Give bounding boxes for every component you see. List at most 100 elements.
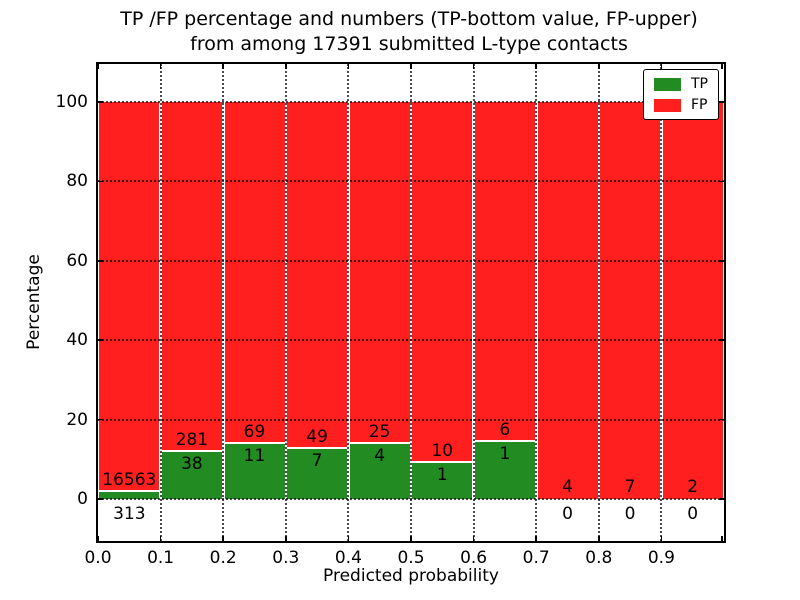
x-tick-mark <box>222 536 224 541</box>
legend-item-fp: FP <box>654 98 708 112</box>
tp-count-label: 1 <box>436 464 448 485</box>
x-tick-mark <box>410 536 412 541</box>
x-tick-mark <box>660 536 663 541</box>
bar-segment-fp <box>600 102 661 499</box>
y-tick-label: 80 <box>66 171 88 192</box>
legend-label-tp: TP <box>691 76 708 92</box>
fp-count-label: 281 <box>175 429 209 450</box>
x-tick-mark <box>721 536 723 541</box>
bar-segment-tp <box>474 442 535 499</box>
gridline-vertical <box>660 64 663 541</box>
x-tick-label: 0.7 <box>522 548 550 568</box>
y-tick-label: 40 <box>66 330 88 351</box>
gridline-vertical <box>159 64 162 541</box>
y-tick-mark <box>98 260 103 262</box>
bar-segment-fp <box>412 102 473 461</box>
y-tick-mark <box>98 339 103 341</box>
legend-item-tp: TP <box>654 77 708 91</box>
x-tick-label: 0.2 <box>209 548 237 568</box>
x-axis-label: Predicted probability <box>323 566 499 586</box>
gridline-vertical <box>347 64 350 541</box>
bar-segment-fp <box>287 102 348 448</box>
x-tick-mark <box>660 64 663 69</box>
tp-count-label: 7 <box>311 451 323 472</box>
fp-count-label: 25 <box>368 422 391 443</box>
x-tick-mark <box>472 536 475 541</box>
x-tick-label: 0.0 <box>84 548 112 568</box>
y-tick-mark <box>98 180 103 183</box>
fp-count-label: 49 <box>306 427 328 448</box>
x-tick-label: 0.4 <box>334 548 362 568</box>
y-tick-label: 60 <box>66 250 88 271</box>
x-tick-mark <box>222 64 224 69</box>
x-tick-mark <box>159 64 162 69</box>
x-tick-mark <box>159 536 162 541</box>
x-tick-mark <box>472 64 475 69</box>
y-tick-mark <box>719 418 724 421</box>
y-tick-mark <box>719 498 724 500</box>
fp-count-label: 2 <box>687 477 699 497</box>
y-tick-mark <box>98 418 103 421</box>
fp-count-label: 10 <box>431 440 454 461</box>
tp-count-label: 4 <box>374 446 386 467</box>
x-tick-mark <box>347 536 350 541</box>
tp-count-label: 0 <box>562 504 573 524</box>
x-tick-mark <box>598 64 600 69</box>
tp-count-label: 1 <box>499 444 511 465</box>
gridline-vertical <box>535 64 538 541</box>
x-tick-mark <box>285 536 287 541</box>
bar-segment-fp <box>474 102 535 441</box>
bar-segment-fp <box>349 102 410 443</box>
x-tick-mark <box>97 536 99 541</box>
x-tick-label: 0.1 <box>147 548 175 568</box>
fp-count-label: 69 <box>243 422 266 443</box>
tp-color-swatch <box>654 77 681 91</box>
bar-segment-fp <box>224 102 285 443</box>
bar-segment-fp <box>537 102 598 499</box>
chart-title-line2: from among 17391 submitted L-type contac… <box>190 33 628 56</box>
x-tick-mark <box>598 536 600 541</box>
x-tick-label: 0.6 <box>460 548 488 568</box>
bar-segment-fp <box>662 102 723 499</box>
x-tick-mark <box>347 64 350 69</box>
bar-segment-tp <box>99 491 160 499</box>
x-tick-mark <box>535 536 537 541</box>
fp-color-swatch <box>654 98 681 112</box>
legend: TP FP <box>643 69 719 120</box>
y-tick-mark <box>719 180 724 183</box>
x-tick-mark <box>721 64 723 69</box>
x-tick-label: 0.8 <box>585 548 613 568</box>
fp-count-label: 4 <box>562 477 573 497</box>
y-tick-mark <box>719 101 724 103</box>
chart-title-line1: TP /FP percentage and numbers (TP-bottom… <box>120 8 698 30</box>
tp-count-label: 11 <box>243 446 266 467</box>
x-tick-mark <box>410 64 412 69</box>
y-tick-label: 100 <box>55 92 88 112</box>
fp-count-label: 6 <box>499 420 511 441</box>
chart-title: TP /FP percentage and numbers (TP-bottom… <box>96 7 722 57</box>
tp-count-label: 0 <box>624 504 636 524</box>
bar-segment-fp <box>161 102 222 450</box>
tp-count-label: 0 <box>687 504 699 524</box>
x-tick-mark <box>535 64 537 69</box>
x-tick-mark <box>97 64 99 69</box>
bar-segment-tp <box>161 451 222 499</box>
gridline-vertical <box>222 64 225 541</box>
y-tick-mark <box>98 498 103 500</box>
legend-label-fp: FP <box>691 97 708 113</box>
y-tick-mark <box>719 339 724 341</box>
x-tick-mark <box>285 64 287 69</box>
y-tick-mark <box>98 101 103 103</box>
bar-segment-tp <box>287 449 348 499</box>
bar-segment-tp <box>412 462 473 499</box>
x-tick-label: 0.9 <box>647 548 675 568</box>
y-tick-label: 20 <box>66 409 88 430</box>
gridline-vertical <box>597 64 600 541</box>
bar-segment-tp <box>349 444 410 499</box>
tp-count-label: 38 <box>181 453 203 474</box>
x-tick-label: 0.5 <box>397 548 425 568</box>
x-tick-label: 0.3 <box>272 548 300 568</box>
bar-segment-tp <box>224 444 285 499</box>
gridline-vertical <box>472 64 475 541</box>
